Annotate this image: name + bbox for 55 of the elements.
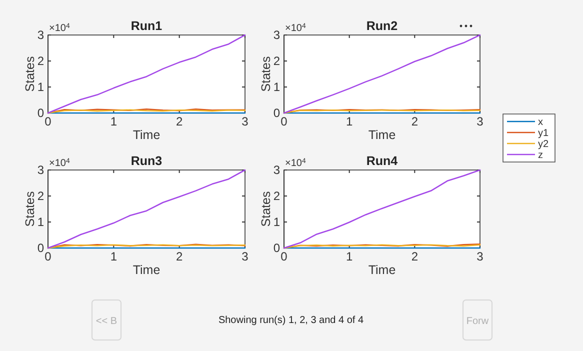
x-tick-label: 3	[242, 250, 249, 264]
line-series	[47, 169, 246, 249]
y-tick-label: 1	[273, 80, 280, 94]
y-axis-title: States	[23, 56, 37, 92]
x-tick-label: 2	[176, 250, 183, 264]
y-tick-label: 2	[37, 54, 44, 68]
x-axis-title: Time	[132, 128, 160, 142]
y-tick-label: 3	[37, 28, 44, 42]
chart-title: Run4	[366, 154, 398, 168]
legend-label: x	[538, 117, 543, 128]
y-tick-label: 0	[273, 240, 280, 255]
y-tick-label: 0	[37, 106, 44, 120]
y-tick-label: 0	[273, 106, 280, 120]
x-axis-title: Time	[132, 263, 160, 277]
y-tick-label: 1	[37, 214, 44, 229]
x-tick-label: 3	[242, 114, 249, 129]
x-tick-label: 1	[346, 250, 353, 264]
y-axis-title: States	[259, 191, 273, 227]
text: ×10$^{4}$	[285, 22, 306, 34]
button: Forw	[462, 300, 492, 340]
text: Showing run(s) 1, 2, 3 and 4 of 4	[218, 315, 364, 326]
legend-label: y2	[538, 139, 549, 150]
x-tick-label: 3	[476, 250, 484, 264]
x-axis-title: Time	[368, 263, 396, 277]
legend-label: y1	[538, 128, 549, 139]
y-tick-label: 2	[37, 188, 44, 203]
chart-title: Run2	[366, 19, 398, 33]
chart-title: Run1	[130, 19, 162, 33]
x-tick-label: 1	[110, 114, 118, 129]
line-series	[283, 34, 481, 114]
y-tick-label: 1	[37, 80, 44, 94]
x-tick-label: 1	[346, 114, 353, 129]
legend-label: z	[538, 150, 543, 161]
chart-title: Run3	[130, 154, 162, 168]
text: ×10$^{4}$	[49, 158, 70, 169]
x-tick-label: 1	[110, 250, 118, 264]
line-series	[283, 169, 481, 249]
y-tick-label: 0	[37, 240, 44, 255]
x-tick-label: 2	[411, 114, 418, 129]
y-tick-label: 2	[273, 54, 280, 68]
y-tick-label: 3	[273, 28, 280, 42]
button: << B	[92, 300, 122, 340]
y-tick-label: 3	[37, 162, 44, 177]
y-tick-label: 3	[273, 162, 280, 177]
x-tick-label: 2	[176, 114, 183, 129]
y-tick-label: 2	[273, 188, 280, 203]
text: ×10$^{4}$	[285, 158, 306, 169]
y-axis-title: States	[23, 191, 37, 227]
x-tick-label: 2	[411, 250, 418, 264]
line-series	[47, 34, 246, 114]
y-axis-title: States	[259, 56, 273, 92]
y-tick-label: 1	[273, 214, 280, 229]
text: ×10$^{4}$	[49, 22, 70, 34]
x-tick-label: 3	[476, 114, 484, 129]
x-axis-title: Time	[368, 128, 396, 142]
